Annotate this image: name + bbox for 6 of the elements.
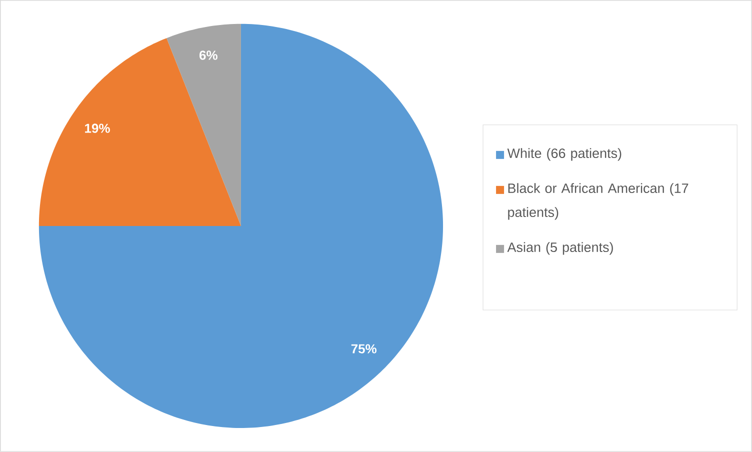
legend-label: Asian (5 patients) bbox=[507, 242, 613, 255]
data-label: 75% bbox=[351, 344, 377, 354]
data-label: 19% bbox=[85, 124, 110, 133]
data-label: 6% bbox=[199, 50, 218, 60]
legend-label: White (66 patients) bbox=[507, 148, 622, 161]
legend-label: Black or African American (17 patients) bbox=[508, 183, 688, 220]
